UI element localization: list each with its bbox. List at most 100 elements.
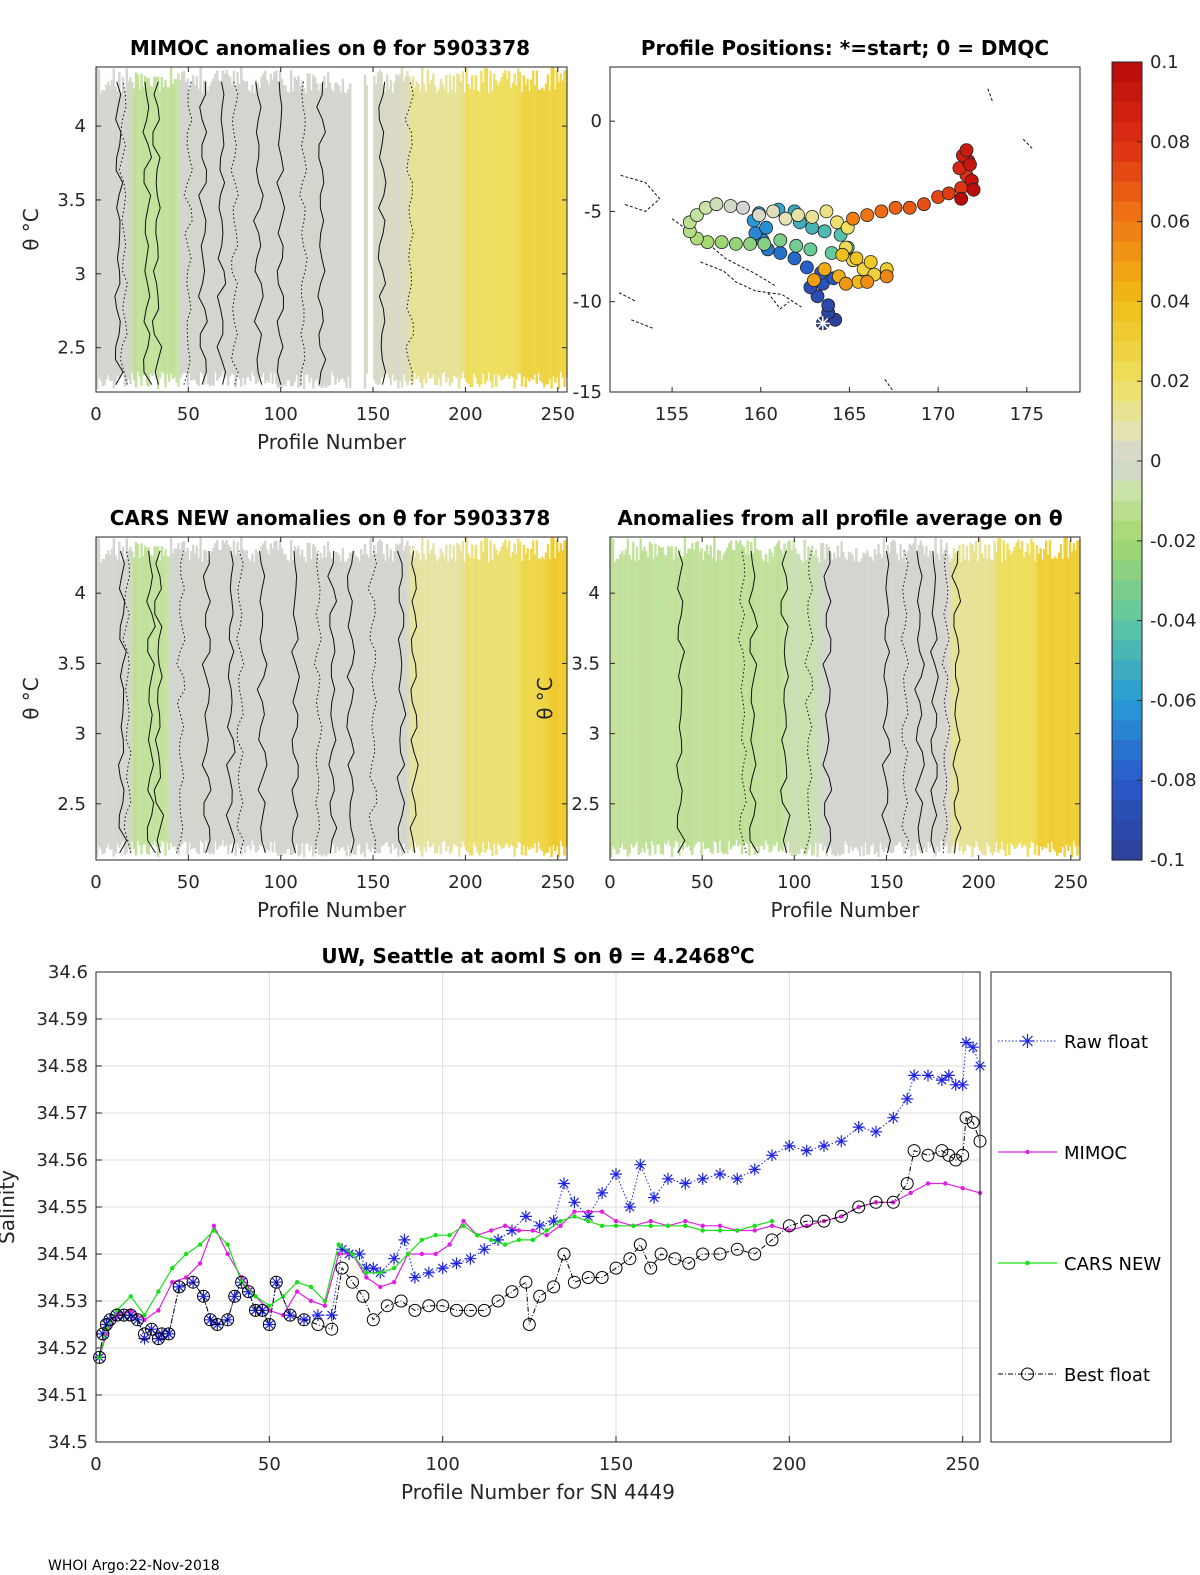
cars-cell bbox=[120, 561, 123, 846]
salinity-title: UW, Seattle at aoml S on θ = 4.2468oC bbox=[321, 942, 754, 968]
salinity-ytick-label: 34.54 bbox=[36, 1244, 88, 1265]
mimoc-cell bbox=[108, 85, 112, 381]
cars-cell bbox=[345, 561, 348, 857]
cars-cell bbox=[216, 540, 219, 850]
cars-cell bbox=[199, 537, 202, 841]
cars-cell bbox=[247, 558, 250, 846]
allavg-cell bbox=[1033, 561, 1037, 855]
mimoc-cell bbox=[517, 68, 520, 373]
cars-cell bbox=[463, 561, 466, 847]
allavg-cell bbox=[868, 555, 871, 855]
best-float-point bbox=[730, 1242, 744, 1256]
mimoc-cell bbox=[528, 91, 531, 382]
allavg-ytick-label: 2.5 bbox=[571, 794, 600, 815]
allavg-ytick-label: 3 bbox=[589, 724, 600, 745]
mimoc-cell bbox=[110, 79, 114, 381]
mimoc-xtick-label: 200 bbox=[448, 404, 482, 425]
mimoc-cell bbox=[212, 78, 215, 386]
cars-cell bbox=[402, 550, 405, 844]
best-float-point bbox=[110, 1308, 124, 1322]
best-float-point bbox=[203, 1313, 217, 1327]
cars-cell bbox=[426, 539, 429, 841]
best-float-point bbox=[155, 1327, 169, 1341]
mimoc-cell bbox=[544, 83, 548, 385]
raw-float-point bbox=[967, 1041, 980, 1054]
raw-float-point bbox=[582, 1210, 595, 1223]
allavg-cell bbox=[801, 561, 805, 849]
cars-cell bbox=[188, 559, 191, 843]
mimoc-cell bbox=[402, 81, 405, 375]
mimoc-cell bbox=[136, 74, 139, 372]
mimoc-contour-line bbox=[253, 81, 264, 385]
allavg-cell bbox=[709, 545, 712, 853]
cars-cell bbox=[358, 560, 361, 844]
cars-cell bbox=[391, 561, 394, 844]
cars-point bbox=[502, 1242, 508, 1247]
allavg-cell bbox=[958, 544, 961, 851]
mimoc-point bbox=[156, 1308, 161, 1313]
cars-cell bbox=[155, 546, 158, 847]
allavg-cell bbox=[949, 561, 952, 854]
cars-point bbox=[419, 1237, 425, 1243]
mimoc-cell bbox=[127, 80, 130, 380]
colorbar-band bbox=[1112, 580, 1142, 602]
cars-cell bbox=[491, 559, 494, 857]
mimoc-point bbox=[613, 1218, 619, 1224]
raw-float-point bbox=[623, 1201, 636, 1213]
cars-cell bbox=[493, 543, 496, 844]
mimoc-cell bbox=[142, 86, 145, 376]
allavg-contour-line bbox=[822, 550, 833, 854]
allavg-cell bbox=[864, 553, 867, 843]
mimoc-cell bbox=[471, 75, 474, 388]
mimoc-cell bbox=[310, 90, 313, 378]
cars-cell bbox=[282, 553, 285, 854]
allavg-cell bbox=[1028, 554, 1031, 849]
cars-cell bbox=[288, 561, 291, 849]
cars-cell bbox=[483, 538, 487, 853]
mimoc-cell bbox=[461, 71, 465, 373]
coastline bbox=[618, 292, 637, 303]
mimoc-cell bbox=[236, 72, 239, 375]
cars-cell bbox=[286, 559, 289, 849]
mimoc-cell bbox=[384, 92, 387, 374]
allavg-cell bbox=[938, 560, 941, 852]
mimoc-cell bbox=[472, 89, 476, 374]
salinity-xlabel: Profile Number for SN 4449 bbox=[401, 1480, 675, 1504]
mimoc-cell bbox=[417, 84, 420, 377]
cars-cell bbox=[144, 545, 147, 845]
cars-cell bbox=[374, 553, 378, 853]
allavg-cell bbox=[820, 542, 823, 844]
allavg-cell bbox=[809, 549, 812, 844]
allavg-ytick-label: 4 bbox=[589, 583, 600, 604]
best-float-point bbox=[800, 1214, 814, 1228]
allavg-cell bbox=[1015, 542, 1018, 848]
mimoc-cell bbox=[439, 78, 442, 387]
allavg-cell bbox=[873, 548, 876, 855]
cars-contour-line bbox=[291, 550, 300, 854]
allavg-cell bbox=[1002, 540, 1005, 850]
mimoc-cell bbox=[506, 79, 509, 374]
positions-xtick-label: 160 bbox=[744, 404, 778, 425]
cars-cell bbox=[343, 561, 346, 851]
cars-cell bbox=[315, 552, 319, 848]
raw-float-point bbox=[887, 1111, 900, 1124]
cars-cell bbox=[422, 553, 426, 847]
mimoc-cell bbox=[395, 74, 398, 380]
mimoc-cell bbox=[559, 73, 562, 372]
mimoc-cell bbox=[179, 80, 182, 379]
salinity-ylabel: Salinity bbox=[0, 1170, 19, 1244]
allavg-cell bbox=[962, 544, 965, 855]
mimoc-cell bbox=[489, 70, 492, 382]
mimoc-cell bbox=[295, 79, 298, 376]
profile-position-point bbox=[874, 204, 889, 219]
legend-label: Best float bbox=[1064, 1365, 1150, 1386]
cars-cell bbox=[509, 556, 513, 845]
allavg-cell bbox=[1076, 540, 1079, 856]
allavg-contour-line bbox=[737, 550, 748, 854]
mimoc-cell bbox=[326, 71, 330, 386]
mimoc-cell bbox=[410, 85, 413, 380]
mimoc-cell bbox=[291, 91, 295, 386]
allavg-cell bbox=[678, 549, 681, 856]
raw-float-point bbox=[284, 1309, 297, 1322]
cars-cell bbox=[435, 561, 439, 854]
